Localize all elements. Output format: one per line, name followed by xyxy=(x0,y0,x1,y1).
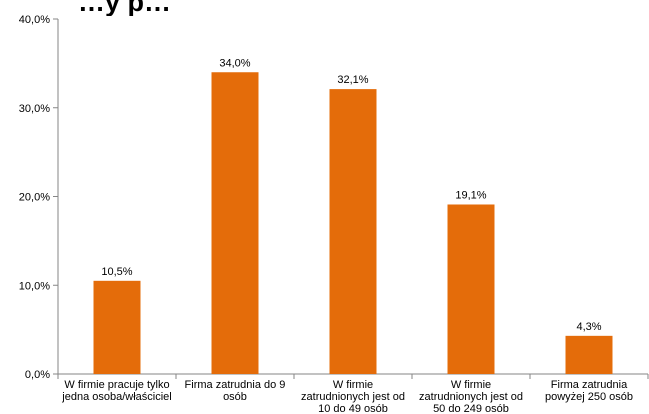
category-label: W firmie xyxy=(451,379,491,391)
category-label: jedna osoba/właściciel xyxy=(61,391,171,403)
category-label: W firmie xyxy=(333,379,373,391)
bar xyxy=(329,89,377,375)
bar xyxy=(93,280,141,374)
y-tick-label: 30,0% xyxy=(19,103,50,115)
y-axis: 0,0% 10,0% 20,0% 30,0% 40,0% xyxy=(19,14,59,381)
chart-title: …y p… xyxy=(78,0,172,16)
category-label: osób xyxy=(223,391,247,403)
y-tick-label: 40,0% xyxy=(19,14,50,26)
y-tick-label: 0,0% xyxy=(25,369,50,381)
data-label: 4,3% xyxy=(576,321,601,333)
category-label: Firma zatrudnia xyxy=(551,379,628,391)
category-label: powyżej 250 osób xyxy=(545,391,633,403)
category-label: 50 do 249 osób xyxy=(433,403,509,414)
category-label: zatrudnionych jest od xyxy=(419,391,523,403)
bar xyxy=(447,204,495,374)
y-tick-label: 10,0% xyxy=(19,280,50,292)
bars xyxy=(93,72,613,375)
chart-title-clip: …y p… xyxy=(0,0,649,16)
category-label: zatrudnionych jest od xyxy=(301,391,405,403)
data-label: 32,1% xyxy=(337,74,368,86)
data-label: 10,5% xyxy=(101,266,132,278)
data-label: 34,0% xyxy=(219,57,250,69)
y-tick-label: 20,0% xyxy=(19,192,50,204)
category-label: W firmie pracuje tylko xyxy=(64,379,169,391)
bar xyxy=(211,72,259,374)
data-labels: 10,5% 34,0% 32,1% 19,1% 4,3% xyxy=(101,57,601,333)
category-label: Firma zatrudnia do 9 xyxy=(185,379,286,391)
category-label: 10 do 49 osób xyxy=(318,403,388,414)
data-label: 19,1% xyxy=(455,189,486,201)
bar xyxy=(565,335,613,374)
